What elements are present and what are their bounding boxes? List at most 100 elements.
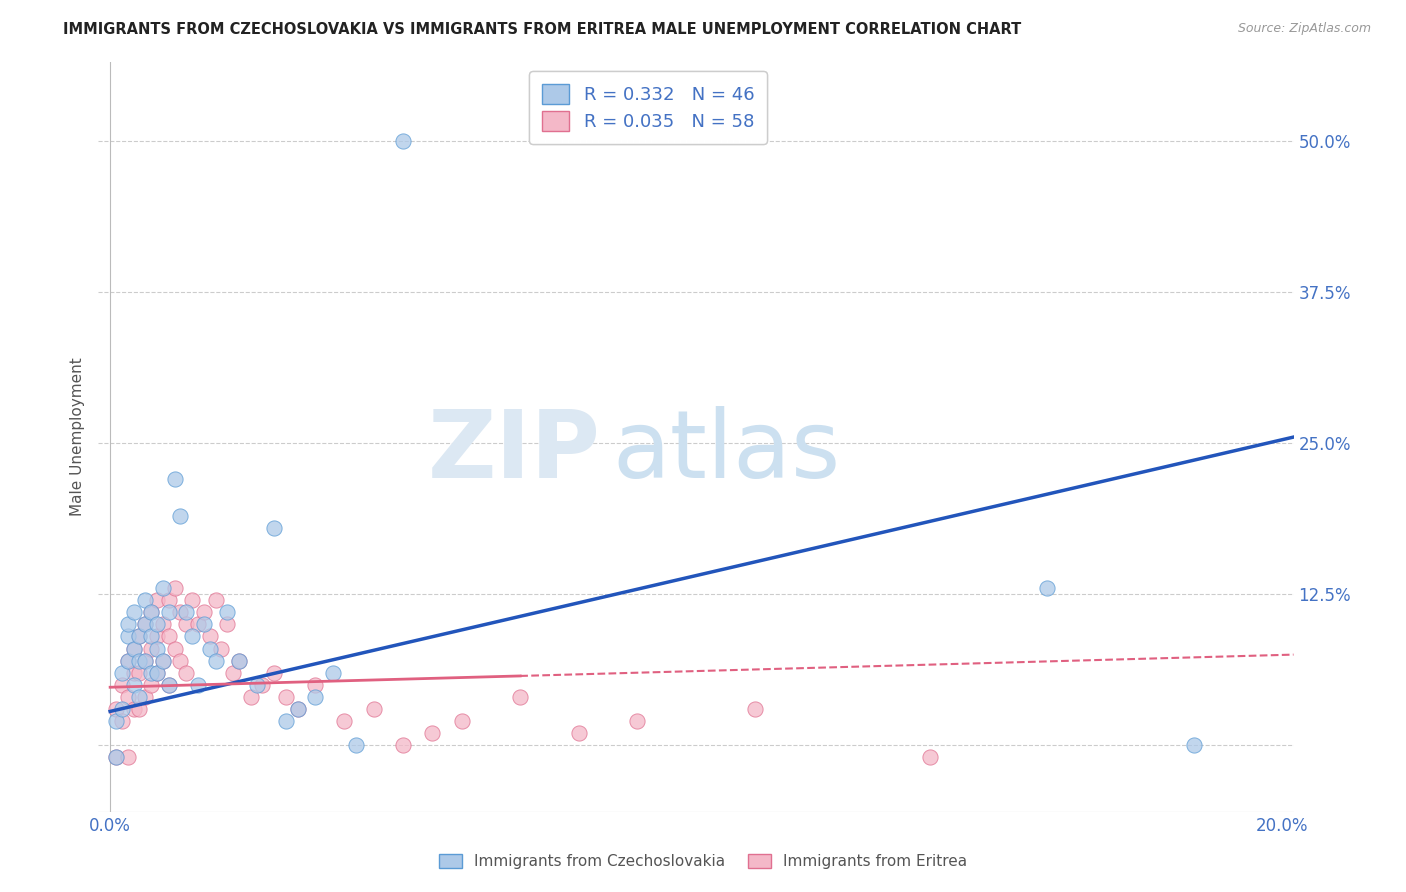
Point [122, 641, 145, 656]
Point [744, 702, 766, 716]
Point [217, 617, 239, 632]
Point [187, 678, 209, 692]
Point [181, 630, 204, 644]
Point [141, 630, 163, 644]
Point [198, 641, 221, 656]
Point [392, 134, 415, 148]
Point [152, 617, 174, 632]
Point [322, 665, 344, 680]
Point [117, 654, 139, 668]
Point [304, 678, 326, 692]
Point [392, 738, 415, 752]
Point [111, 702, 134, 716]
Point [363, 702, 385, 716]
Point [274, 690, 297, 704]
Point [228, 654, 250, 668]
Point [450, 714, 472, 728]
Point [111, 665, 134, 680]
Point [198, 630, 221, 644]
Point [122, 678, 145, 692]
Point [141, 665, 163, 680]
Point [163, 641, 186, 656]
Text: IMMIGRANTS FROM CZECHOSLOVAKIA VS IMMIGRANTS FROM ERITREA MALE UNEMPLOYMENT CORR: IMMIGRANTS FROM CZECHOSLOVAKIA VS IMMIGR… [63, 22, 1022, 37]
Point [134, 654, 156, 668]
Point [509, 690, 531, 704]
Point [239, 690, 262, 704]
Point [146, 665, 169, 680]
Point [333, 714, 356, 728]
Point [128, 654, 150, 668]
Point [626, 714, 648, 728]
Point [263, 665, 285, 680]
Point [169, 654, 191, 668]
Point [263, 521, 285, 535]
Point [128, 630, 150, 644]
Point [228, 654, 250, 668]
Point [134, 617, 156, 632]
Point [117, 630, 139, 644]
Legend: R = 0.332   N = 46, R = 0.035   N = 58: R = 0.332 N = 46, R = 0.035 N = 58 [530, 71, 766, 144]
Point [128, 690, 150, 704]
Point [111, 714, 134, 728]
Point [246, 678, 269, 692]
Point [134, 690, 156, 704]
Point [128, 665, 150, 680]
Point [211, 641, 233, 656]
Point [134, 593, 156, 607]
Point [217, 605, 239, 619]
Point [287, 702, 309, 716]
Point [169, 508, 191, 523]
Point [920, 750, 942, 764]
Point [157, 678, 180, 692]
Point [134, 617, 156, 632]
Text: ZIP: ZIP [427, 406, 600, 498]
Point [152, 654, 174, 668]
Point [117, 654, 139, 668]
Point [157, 630, 180, 644]
Point [204, 593, 226, 607]
Text: atlas: atlas [613, 406, 841, 498]
Point [287, 702, 309, 716]
Point [1182, 738, 1205, 752]
Point [174, 605, 197, 619]
Point [152, 654, 174, 668]
Point [157, 678, 180, 692]
Point [146, 617, 169, 632]
Point [344, 738, 367, 752]
Point [146, 641, 169, 656]
Point [157, 605, 180, 619]
Point [117, 750, 139, 764]
Point [181, 593, 204, 607]
Point [146, 593, 169, 607]
Point [128, 702, 150, 716]
Point [117, 690, 139, 704]
Point [111, 678, 134, 692]
Point [163, 581, 186, 595]
Point [122, 702, 145, 716]
Point [187, 617, 209, 632]
Point [222, 665, 245, 680]
Point [146, 630, 169, 644]
Point [141, 605, 163, 619]
Point [193, 605, 215, 619]
Point [105, 750, 128, 764]
Point [174, 617, 197, 632]
Point [134, 654, 156, 668]
Point [204, 654, 226, 668]
Point [105, 750, 128, 764]
Point [568, 726, 591, 740]
Point [128, 630, 150, 644]
Point [117, 617, 139, 632]
Point [304, 690, 326, 704]
Point [422, 726, 444, 740]
Y-axis label: Male Unemployment: Male Unemployment [69, 358, 84, 516]
Point [105, 714, 128, 728]
Point [252, 678, 274, 692]
Point [274, 714, 297, 728]
Point [122, 641, 145, 656]
Legend: Immigrants from Czechoslovakia, Immigrants from Eritrea: Immigrants from Czechoslovakia, Immigran… [433, 848, 973, 875]
Text: Source: ZipAtlas.com: Source: ZipAtlas.com [1237, 22, 1371, 36]
Point [163, 472, 186, 486]
Point [169, 605, 191, 619]
Point [122, 665, 145, 680]
